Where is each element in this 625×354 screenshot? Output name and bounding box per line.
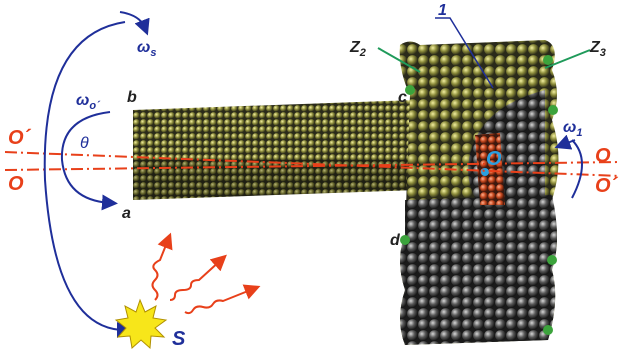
label: Z2 bbox=[349, 39, 366, 59]
label: O bbox=[8, 173, 24, 195]
label: ω1 bbox=[563, 119, 582, 139]
label: 1 bbox=[438, 2, 447, 19]
label: S bbox=[172, 328, 186, 350]
artwork bbox=[5, 12, 620, 348]
diagram: ωs ωo´ θ b a c d O´ O 1 Z2 Z3 ω1 O O´ O … bbox=[0, 0, 625, 354]
label: O´ bbox=[595, 175, 619, 197]
label: O bbox=[595, 145, 611, 167]
label: θ bbox=[80, 135, 89, 152]
label: O bbox=[486, 148, 502, 170]
label: d bbox=[390, 232, 401, 249]
label: Z3 bbox=[589, 39, 606, 59]
label: a bbox=[122, 205, 131, 222]
label: b bbox=[127, 89, 137, 106]
label: ωo´ bbox=[76, 92, 101, 112]
label: ωs bbox=[137, 39, 156, 59]
label: c bbox=[398, 89, 407, 106]
label: O´ bbox=[8, 127, 32, 149]
